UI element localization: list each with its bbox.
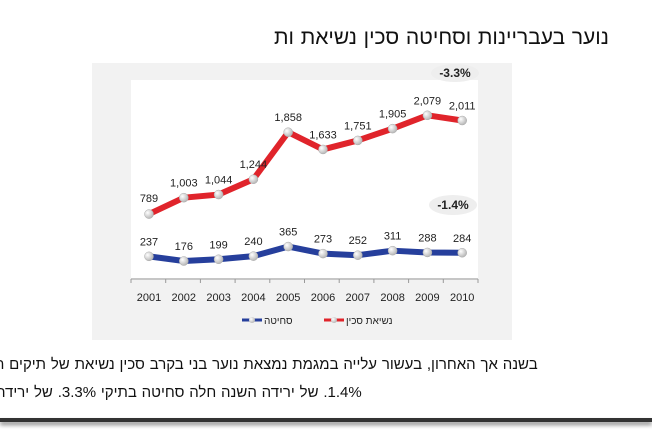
word: סכין: [363, 26, 400, 49]
annotation-bubble: [431, 64, 479, 82]
word: נוער: [571, 26, 609, 49]
data-point: [283, 127, 293, 137]
data-point: [213, 254, 224, 265]
data-point: [387, 123, 398, 134]
word: נמצאת: [243, 356, 288, 373]
series-line-0: [147, 112, 463, 217]
word: נשיאת: [300, 26, 357, 49]
data-label: 311: [384, 231, 402, 243]
data-point: [248, 174, 259, 184]
data-point: [144, 209, 154, 219]
x-tick-label: 2004: [241, 292, 265, 304]
data-label: 288: [418, 232, 436, 244]
bottom-divider: [0, 418, 652, 422]
annotation-change-extortion: -1.4%: [437, 198, 469, 212]
data-point: [179, 256, 189, 266]
data-point: [353, 135, 363, 146]
word: תיקים: [9, 356, 47, 373]
word: 1.4%.: [323, 384, 362, 401]
data-label: 240: [244, 236, 262, 248]
data-label: 252: [349, 235, 367, 247]
word: סחיטה: [141, 384, 185, 401]
data-point: [213, 189, 224, 200]
data-point: [457, 115, 467, 126]
series-line-1: [148, 243, 463, 265]
word: בני: [188, 356, 208, 373]
data-label: 2,079: [414, 95, 442, 107]
word: של: [33, 384, 53, 401]
x-tick-label: 2002: [172, 292, 196, 304]
word: בעשור: [381, 356, 423, 373]
data-label: 1,044: [205, 175, 233, 187]
data-point: [179, 192, 189, 203]
word: בקרב: [149, 356, 184, 373]
annotation-change-knife: -3.3%: [439, 66, 471, 80]
data-point: [144, 251, 154, 262]
word: בתיקי: [100, 384, 137, 401]
paragraph-line-1: ת תיקיםשלנשיאתסכיןבקרבבנינוערנמצאתבמגמתעל…: [0, 356, 542, 373]
word: במגמת: [292, 356, 339, 373]
word: סכין: [119, 356, 145, 373]
data-label: 284: [453, 233, 471, 245]
plot-area: [131, 80, 478, 278]
data-label: 1,244: [240, 159, 268, 171]
data-label: 199: [209, 239, 227, 251]
data-label: 237: [140, 236, 158, 248]
word: האחרון,: [426, 356, 476, 373]
x-tick-label: 2007: [346, 292, 370, 304]
data-point: [318, 144, 328, 155]
word: עלייה: [343, 356, 378, 373]
data-point: [248, 251, 259, 261]
word: ירידה: [0, 384, 30, 401]
data-label: 1,003: [170, 178, 198, 190]
word: ירידה: [261, 384, 295, 401]
legend-marker: [249, 317, 255, 323]
paragraph-line-2: ירידה של 3.3%. בתיקי סחיטה חלה השנה ירידה של 1.4%…: [0, 384, 367, 401]
annotation-bubble: [429, 195, 477, 215]
data-label: 176: [175, 241, 193, 253]
data-label: 1,905: [379, 109, 407, 121]
word: וסחיטה: [405, 26, 472, 49]
data-point: [318, 248, 328, 259]
word: נשיאת: [74, 356, 115, 373]
word: השנה: [221, 384, 257, 401]
word: בשנה: [502, 356, 538, 373]
x-tick-label: 2005: [276, 292, 300, 304]
x-tick-label: 2003: [206, 292, 230, 304]
data-point: [422, 247, 433, 258]
legend-marker: [331, 317, 337, 323]
x-tick-label: 2010: [450, 292, 474, 304]
document-title: ות נשיאת סכין וסחיטה בעבריינות נוער: [274, 26, 616, 50]
data-point: [422, 110, 433, 121]
x-tick-label: 2001: [137, 292, 161, 304]
x-tick-label: 2006: [311, 292, 335, 304]
word: ת: [0, 356, 4, 373]
data-point: [283, 241, 293, 252]
x-tick-label: 2008: [380, 292, 404, 304]
word: אך: [480, 356, 498, 373]
data-point: [457, 248, 467, 258]
data-label: 2,011: [449, 101, 476, 113]
word: חלה: [189, 384, 217, 401]
word: ות: [274, 26, 294, 49]
x-tick-label: 2009: [415, 292, 439, 304]
data-label: 1,751: [344, 120, 372, 132]
data-label: 789: [140, 193, 158, 205]
data-label: 365: [279, 227, 297, 239]
line-chart: 2001 2002 2003 2004 2005 2006 2007 2008 2009 2010…: [92, 63, 512, 340]
legend-label: נשיאת סכין: [346, 316, 393, 327]
word: נוער: [212, 356, 239, 373]
word: 3.3%.: [57, 384, 97, 401]
word: של: [299, 384, 319, 401]
word: בעבריינות: [477, 26, 566, 49]
word: של: [50, 356, 70, 373]
data-point: [353, 250, 363, 260]
data-label: 273: [314, 234, 332, 246]
data-point: [387, 245, 398, 256]
legend-label: סחיטה: [264, 316, 293, 327]
data-label: 1,858: [274, 112, 302, 124]
data-label: 1,633: [309, 129, 337, 141]
